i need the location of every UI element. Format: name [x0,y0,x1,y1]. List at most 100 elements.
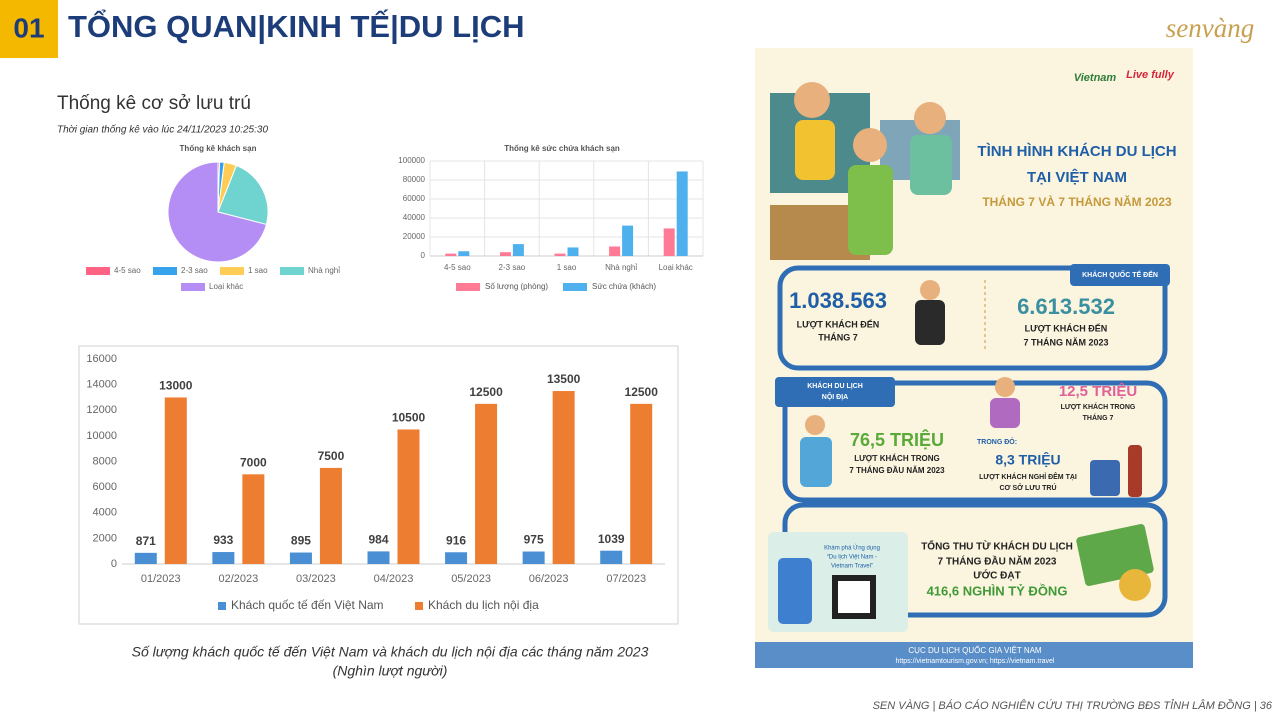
bar [630,403,653,564]
data-label: 7000 [240,455,267,469]
slide-title: TỔNG QUAN|KINH TẾ|DU LỊCH [68,8,525,44]
number-box [0,0,58,58]
data-label: 13500 [547,372,581,386]
y-tick-label: 4000 [93,507,117,519]
x-tick-label: 4-5 sao [444,263,471,272]
bar [164,397,187,564]
coins [1119,569,1151,601]
x-tick-label: 01/2023 [141,573,181,585]
stat-label: 7 THÁNG NĂM 2023 [1023,337,1108,347]
x-tick-label: 02/2023 [218,573,258,585]
info-title: TÌNH HÌNH KHÁCH DU LỊCH [977,143,1176,160]
stat-label: LƯỢT KHÁCH ĐẾN [1025,323,1108,333]
stat-label: LƯỢT KHÁCH TRONG [854,454,939,463]
x-tick-label: Loại khác [659,263,693,272]
app-text: Vietnam Travel” [831,564,873,570]
section-title: Thống kê cơ sở lưu trú [57,93,251,114]
box [777,265,1168,371]
person [800,437,832,487]
logo: Live fully [1126,69,1175,81]
person [990,398,1020,428]
data-label: 10500 [392,411,426,425]
chart-title: Thống kê sức chứa khách sạn [504,144,620,153]
legend-label: Sức chứa (khách) [592,282,656,291]
y-tick-label: 40000 [403,213,426,222]
legend-label: Loại khác [209,282,243,291]
data-label: 984 [368,533,388,547]
tag-label: KHÁCH DU LỊCH [807,381,863,390]
stat-label: 7 THÁNG ĐẦU NĂM 2023 [849,465,945,475]
bar [458,251,470,256]
stat: 6.613.532 [1017,294,1115,319]
person [920,280,940,300]
bar [445,552,468,564]
bar [622,225,634,256]
person [1128,445,1142,497]
y-tick-label: 8000 [93,455,117,467]
bar [367,551,390,564]
luggage [1090,460,1120,496]
tag-label: KHÁCH QUỐC TẾ ĐẾN [1082,269,1158,279]
y-tick-label: 80000 [403,175,426,184]
person [995,377,1015,397]
person [915,300,945,345]
y-tick-label: 60000 [403,194,426,203]
chart-title: Thống kê khách sạn [180,144,257,153]
caption: Số lượng khách quốc tế đến Việt Nam và k… [132,644,649,660]
stat-label: CƠ SỞ LƯU TRÚ [999,483,1056,492]
stat-label: THÁNG 7 [1083,413,1114,422]
y-tick-label: 2000 [93,532,117,544]
data-label: 7500 [318,449,345,463]
person [795,120,835,180]
legend-swatch [86,267,110,275]
x-tick-label: 07/2023 [606,573,646,585]
bar [600,550,623,564]
person [794,82,830,118]
stat-label: LƯỢT KHÁCH ĐẾN [797,319,880,329]
bar [676,171,688,256]
stat: 8,3 TRIỆU [995,451,1060,468]
data-label: 933 [213,533,233,547]
stat: 12,5 TRIỆU [1059,382,1137,400]
person [853,128,887,162]
bar [242,474,265,564]
stat-label: LƯỢT KHÁCH TRONG [1061,402,1136,411]
tag-label: NỘI ĐỊA [822,392,848,401]
legend-swatch [220,267,244,275]
logo: senvàng [1166,13,1254,43]
slide-number: 01 [13,12,44,43]
x-tick-label: 05/2023 [451,573,491,585]
timestamp: Thời gian thống kê vào lúc 24/11/2023 10… [57,124,268,136]
caption: (Nghìn lượt người) [333,663,448,679]
bar [567,247,579,256]
bar [512,244,524,256]
bar [134,552,157,564]
bar [552,391,575,564]
x-tick-label: 04/2023 [374,573,414,585]
bar [212,552,235,564]
data-label: 12500 [625,385,659,399]
bar [663,228,675,256]
infographic: Vietnam Live fully TÌNH HÌNH KHÁCH DU LỊ… [755,48,1193,668]
stat-label: THÁNG 7 [818,332,858,342]
person [848,165,893,255]
bar [554,253,566,256]
info-subtitle: THÁNG 7 VÀ 7 THÁNG NĂM 2023 [982,194,1172,209]
bar [499,252,511,256]
y-tick-label: 0 [111,558,117,570]
bar [397,429,420,564]
y-tick-label: 6000 [93,481,117,493]
bar [475,403,498,564]
data-label: 916 [446,533,466,547]
revenue-value: 416,6 NGHÌN TỶ ĐỒNG [927,583,1068,598]
x-tick-label: Nhà nghỉ [605,263,637,272]
legend-label: 2-3 sao [181,266,208,275]
pie-slice [167,161,268,263]
revenue-label: TỔNG THU TỪ KHÁCH DU LỊCH [921,540,1073,553]
info-footer: https://vietnamtourism.gov.vn; https://v… [896,658,1055,665]
person [914,102,946,134]
legend-label: Khách du lịch nội địa [428,598,539,612]
legend-swatch [415,602,423,610]
stat: 1.038.563 [789,288,887,313]
y-tick-label: 16000 [86,353,117,365]
